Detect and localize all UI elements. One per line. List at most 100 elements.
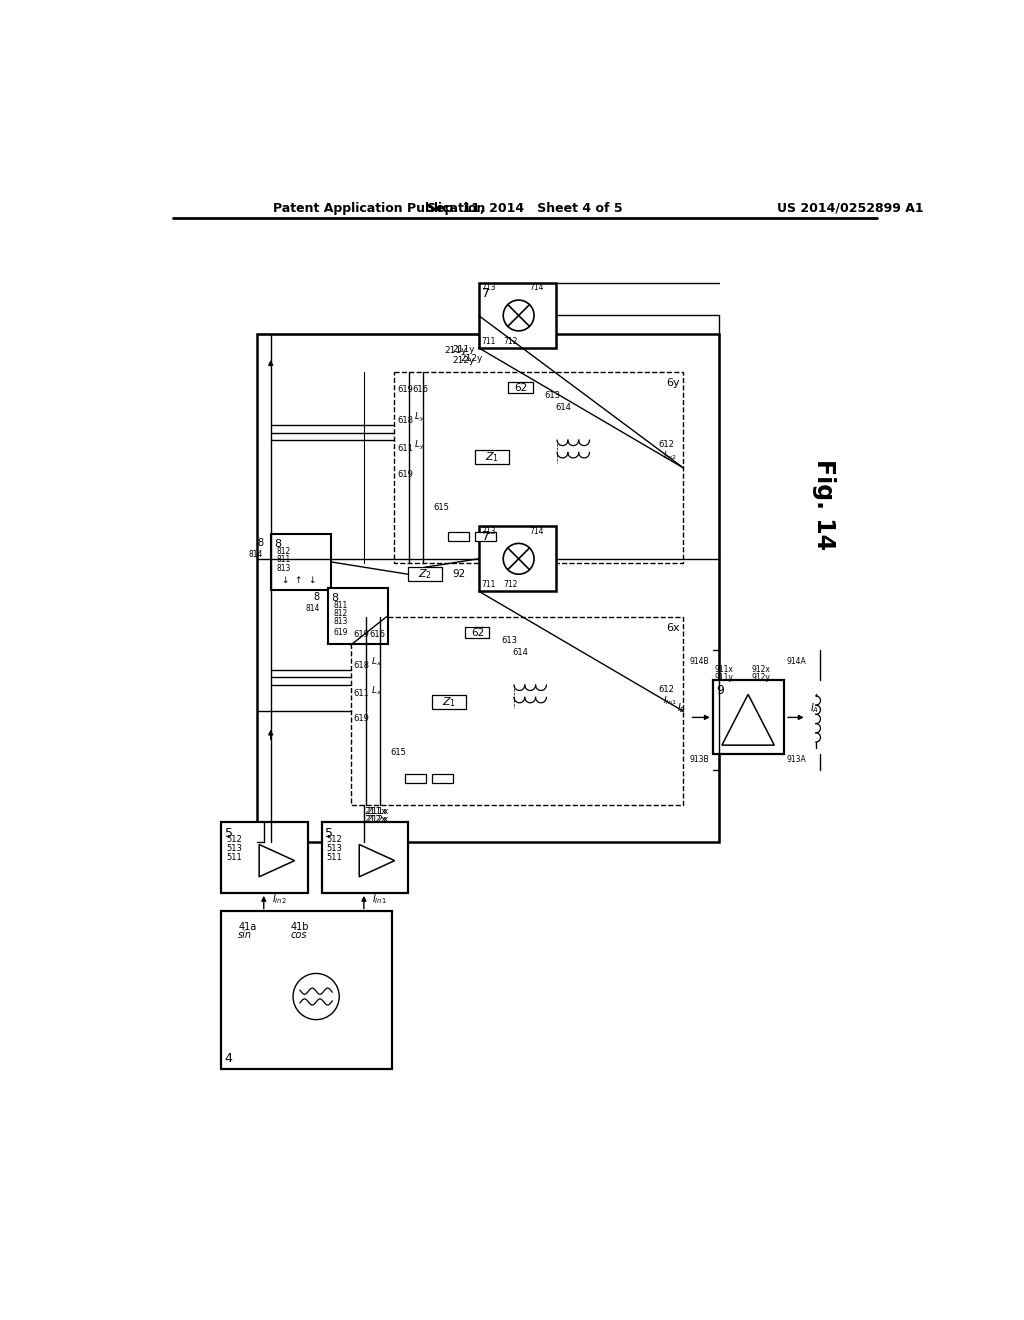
Bar: [508, 383, 532, 393]
Text: 513: 513: [226, 843, 242, 853]
Text: 614: 614: [512, 648, 528, 657]
Bar: [270, 535, 331, 590]
Text: 211x: 211x: [367, 807, 389, 816]
Bar: [478, 527, 556, 591]
Text: cos: cos: [291, 931, 307, 940]
Text: 512: 512: [226, 834, 242, 843]
Text: 8: 8: [273, 539, 281, 549]
Text: 712: 712: [503, 581, 517, 590]
Text: $L_x$: $L_x$: [371, 656, 382, 668]
Text: 913B: 913B: [690, 755, 710, 763]
Text: 513: 513: [326, 843, 342, 853]
Polygon shape: [259, 845, 295, 876]
Text: 612: 612: [658, 441, 674, 449]
Text: 614: 614: [556, 404, 571, 412]
Bar: [351, 618, 683, 805]
Text: 212x: 212x: [365, 816, 387, 824]
Text: 912y: 912y: [752, 673, 770, 682]
Text: ↓: ↓: [281, 576, 289, 585]
Bar: [432, 696, 466, 709]
Text: 913A: 913A: [786, 755, 806, 763]
Text: 613: 613: [545, 391, 561, 400]
Text: 618: 618: [354, 660, 370, 669]
Text: 714: 714: [529, 527, 544, 536]
Text: ↓: ↓: [308, 576, 316, 585]
Text: 7: 7: [481, 531, 489, 544]
Text: $Z_1$: $Z_1$: [484, 450, 499, 465]
Bar: [322, 822, 408, 892]
Text: Patent Application Publication: Patent Application Publication: [273, 202, 485, 215]
Text: 615: 615: [390, 747, 407, 756]
Bar: [447, 532, 469, 541]
Text: $I_A$: $I_A$: [810, 701, 819, 715]
Text: 713: 713: [481, 284, 497, 292]
Bar: [713, 681, 783, 755]
Text: 611: 611: [397, 445, 413, 453]
Text: 814: 814: [249, 549, 263, 558]
Text: $I_{In1}$: $I_{In1}$: [664, 694, 677, 706]
Text: 62: 62: [514, 383, 527, 393]
Bar: [394, 372, 683, 564]
Circle shape: [293, 973, 339, 1019]
Text: 714: 714: [529, 284, 544, 292]
Text: 618: 618: [397, 416, 413, 425]
Text: 713: 713: [481, 527, 497, 536]
Text: $I_B$: $I_B$: [678, 701, 686, 715]
Bar: [328, 589, 388, 644]
Text: 813: 813: [334, 618, 348, 627]
Circle shape: [503, 300, 535, 331]
Text: 9: 9: [716, 684, 724, 697]
Text: 615: 615: [434, 503, 450, 512]
Text: 914B: 914B: [690, 657, 710, 667]
Circle shape: [503, 544, 535, 574]
Text: 914A: 914A: [786, 657, 806, 667]
Text: Sep. 11, 2014   Sheet 4 of 5: Sep. 11, 2014 Sheet 4 of 5: [427, 202, 623, 215]
Text: US 2014/0252899 A1: US 2014/0252899 A1: [777, 202, 924, 215]
Bar: [221, 822, 307, 892]
Text: 41a: 41a: [239, 921, 257, 932]
Text: Fig. 14: Fig. 14: [812, 459, 836, 550]
Text: 911x: 911x: [714, 665, 733, 675]
Text: 511: 511: [326, 853, 342, 862]
Text: 212y: 212y: [460, 354, 482, 363]
Text: 212x: 212x: [367, 814, 388, 824]
Text: 616: 616: [413, 385, 428, 393]
Text: 212y: 212y: [453, 355, 475, 364]
Text: 812: 812: [276, 546, 291, 556]
Text: 616: 616: [370, 630, 385, 639]
Text: 811: 811: [334, 601, 348, 610]
Text: 711: 711: [481, 337, 496, 346]
Text: 711: 711: [481, 581, 496, 590]
Text: 41b: 41b: [291, 921, 309, 932]
Text: 92: 92: [453, 569, 466, 579]
Bar: [475, 532, 497, 541]
Text: $L_y$: $L_y$: [414, 440, 425, 453]
Bar: [408, 568, 442, 581]
Text: $Z_1$: $Z_1$: [441, 696, 456, 709]
Bar: [221, 911, 392, 1069]
Text: 813: 813: [276, 564, 291, 573]
Text: 911y: 911y: [714, 673, 733, 682]
Bar: [465, 627, 489, 638]
Text: 8: 8: [257, 539, 263, 548]
Text: 5: 5: [224, 826, 232, 840]
Text: 619: 619: [334, 628, 348, 638]
Bar: [257, 334, 719, 842]
Text: 211x: 211x: [365, 807, 387, 816]
Text: 4: 4: [224, 1052, 232, 1065]
Polygon shape: [722, 694, 774, 744]
Text: 814: 814: [305, 603, 319, 612]
Text: $Z_2$: $Z_2$: [418, 568, 432, 581]
Text: $I_{In2}$: $I_{In2}$: [664, 449, 677, 462]
Text: $I_{In1}$: $I_{In1}$: [373, 892, 387, 906]
Text: 611: 611: [354, 689, 370, 698]
Text: 512: 512: [326, 834, 342, 843]
Text: 5: 5: [325, 826, 333, 840]
Text: 612: 612: [658, 685, 674, 694]
Text: 812: 812: [334, 609, 348, 618]
Text: 7: 7: [481, 286, 489, 300]
Bar: [478, 284, 556, 348]
Text: sin: sin: [239, 931, 252, 940]
Text: 619: 619: [397, 470, 413, 479]
Text: 619: 619: [397, 385, 413, 393]
